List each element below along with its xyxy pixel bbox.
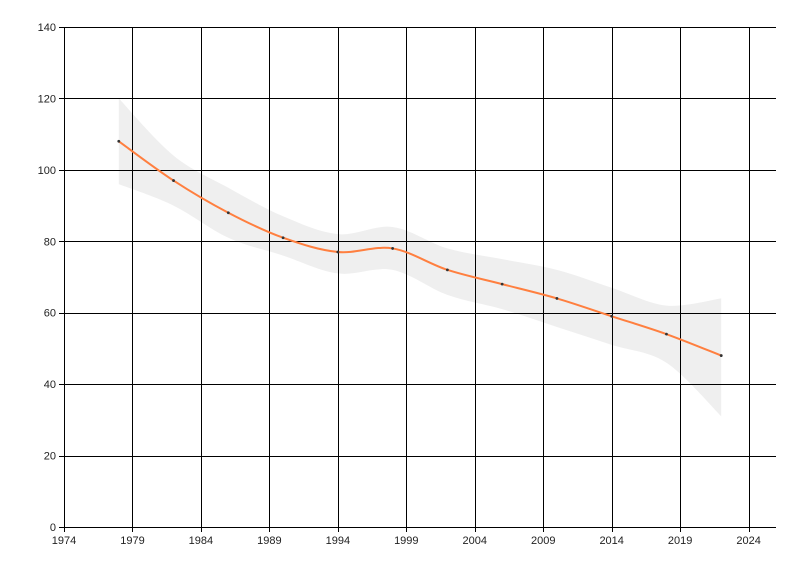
x-tick-label: 2009	[531, 535, 555, 547]
y-tick-label: 20	[44, 451, 56, 463]
series-line-layer	[118, 140, 722, 357]
data-point	[610, 314, 614, 318]
data-point	[226, 211, 230, 215]
axes-layer	[59, 27, 776, 532]
x-tick-label: 2019	[668, 535, 692, 547]
data-point	[281, 236, 285, 240]
y-tick-label: 40	[44, 379, 56, 391]
data-point	[555, 297, 559, 300]
data-point	[500, 282, 504, 286]
x-tick-label: 1984	[189, 535, 213, 547]
y-tick-label: 80	[44, 236, 56, 248]
x-tick-label: 1979	[120, 535, 144, 547]
grid-layer	[64, 27, 776, 528]
x-tick-label: 1994	[326, 535, 350, 547]
data-point	[117, 139, 121, 143]
data-point	[336, 250, 340, 254]
y-tick-labels: 0 20 40 60 80 100 120 140	[38, 22, 56, 534]
x-tick-label: 2014	[599, 535, 623, 547]
x-tick-label: 1999	[394, 535, 418, 547]
data-point-layer	[117, 139, 723, 357]
data-point	[665, 332, 668, 336]
data-point	[172, 179, 175, 182]
x-tick-label: 2024	[736, 535, 760, 547]
data-point	[719, 354, 723, 357]
y-tick-label: 120	[38, 93, 56, 105]
y-tick-label: 140	[38, 22, 56, 34]
data-point	[445, 268, 449, 272]
series-line	[118, 140, 722, 357]
y-tick-label: 0	[50, 522, 56, 534]
x-tick-label: 1989	[257, 535, 281, 547]
x-tick-labels: 1974 1979 1984 1989 1994 1999 2004 2009 2014 2019…	[52, 535, 761, 547]
data-point	[391, 247, 395, 250]
x-tick-label: 2004	[463, 535, 487, 547]
x-tick-label: 1974	[52, 535, 76, 547]
y-tick-label: 60	[44, 308, 56, 320]
y-tick-label: 100	[38, 165, 56, 177]
